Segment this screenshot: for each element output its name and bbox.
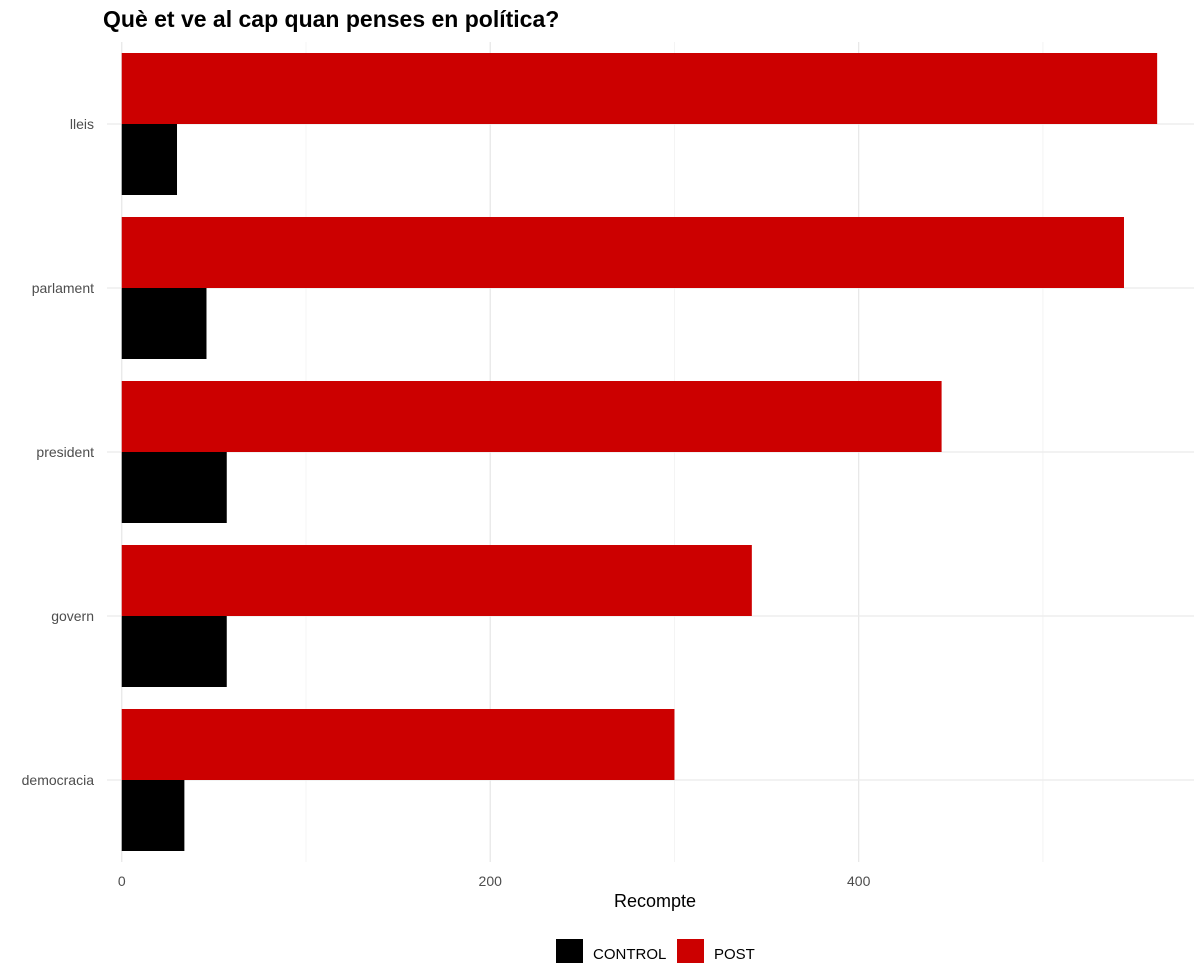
x-tick-label: 400 bbox=[847, 873, 871, 889]
bar-control-parlament bbox=[121, 288, 207, 359]
bar-control-democracia bbox=[121, 780, 185, 851]
bar-control-president bbox=[121, 452, 227, 523]
bar-post-lleis bbox=[121, 53, 1158, 124]
x-axis-ticks: 0 200 400 bbox=[118, 873, 871, 889]
bar-post-govern bbox=[121, 545, 752, 616]
legend-label-post: POST bbox=[714, 946, 755, 963]
bar-post-president bbox=[121, 381, 942, 452]
bar-control-lleis bbox=[121, 124, 178, 195]
y-tick-label: lleis bbox=[70, 116, 94, 132]
y-tick-label: parlament bbox=[32, 280, 94, 296]
bars bbox=[121, 53, 1158, 851]
bar-post-parlament bbox=[121, 217, 1124, 288]
legend-key-control bbox=[556, 939, 583, 963]
y-tick-label: democracia bbox=[22, 772, 95, 788]
legend-label-control: CONTROL bbox=[593, 946, 666, 963]
x-tick-label: 0 bbox=[118, 873, 126, 889]
bar-post-democracia bbox=[121, 709, 675, 780]
bar-control-govern bbox=[121, 616, 227, 687]
legend: CONTROL POST bbox=[556, 939, 755, 963]
y-axis-ticks: lleis parlament president govern democracia bbox=[22, 116, 95, 788]
y-tick-label: president bbox=[36, 444, 94, 460]
chart-title: Què et ve al cap quan penses en política… bbox=[103, 6, 560, 32]
x-tick-label: 200 bbox=[479, 873, 503, 889]
y-tick-label: govern bbox=[51, 608, 94, 624]
x-axis-title: Recompte bbox=[614, 891, 696, 911]
legend-key-post bbox=[677, 939, 704, 963]
